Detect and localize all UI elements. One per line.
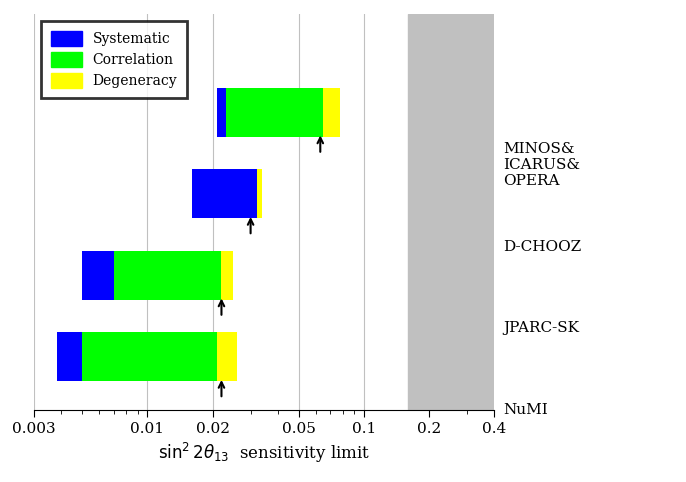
- Bar: [82, 251, 114, 300]
- Legend: Systematic, Correlation, Degeneracy: Systematic, Correlation, Degeneracy: [41, 21, 187, 98]
- Bar: [217, 332, 237, 381]
- Bar: [323, 88, 340, 137]
- Bar: [222, 251, 233, 300]
- Bar: [408, 14, 686, 410]
- X-axis label: $\sin^2 2\theta_{13}$  sensitivity limit: $\sin^2 2\theta_{13}$ sensitivity limit: [158, 441, 370, 465]
- Bar: [56, 332, 82, 381]
- Text: JPARC-SK: JPARC-SK: [503, 321, 579, 335]
- Bar: [226, 88, 323, 137]
- Bar: [217, 88, 226, 137]
- Text: D-CHOOZ: D-CHOOZ: [503, 240, 581, 254]
- Bar: [114, 251, 222, 300]
- Text: MINOS&
ICARUS&
OPERA: MINOS& ICARUS& OPERA: [503, 142, 580, 188]
- Bar: [191, 169, 257, 218]
- Bar: [257, 169, 262, 218]
- Bar: [82, 332, 217, 381]
- Text: NuMI: NuMI: [503, 402, 548, 417]
